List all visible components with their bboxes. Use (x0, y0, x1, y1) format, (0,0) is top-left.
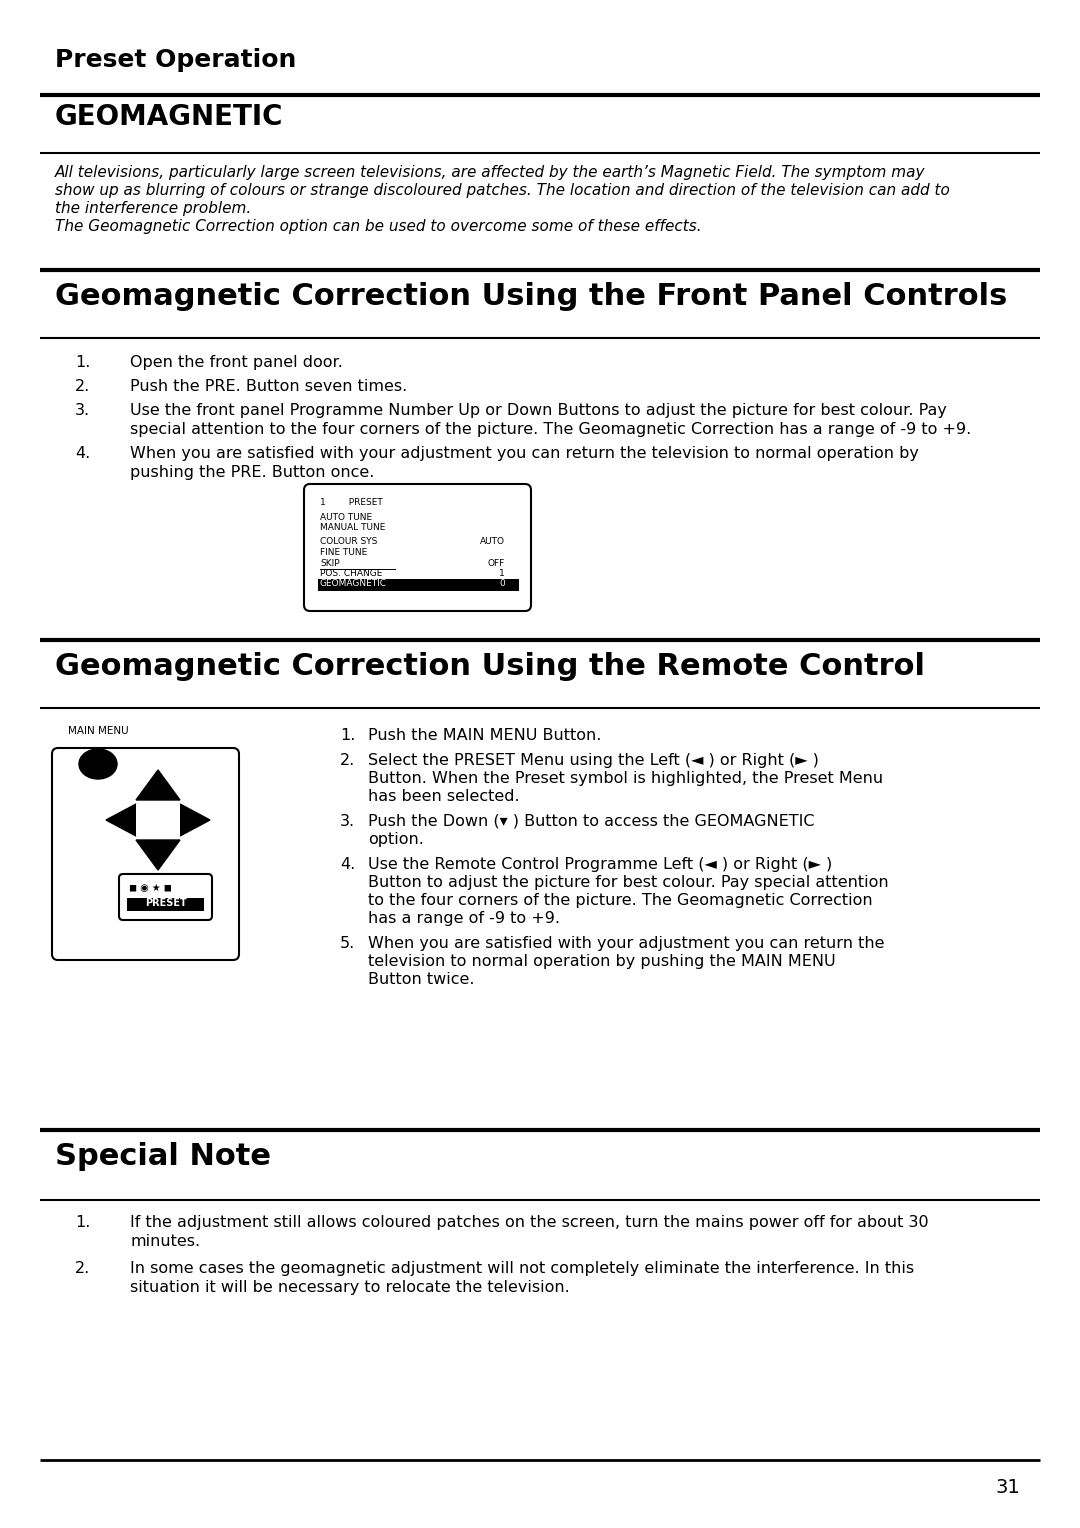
Text: AUTO TUNE: AUTO TUNE (320, 512, 373, 521)
Text: television to normal operation by pushing the MAIN MENU: television to normal operation by pushin… (368, 953, 836, 969)
Text: minutes.: minutes. (130, 1235, 200, 1248)
Text: 2.: 2. (340, 753, 355, 769)
Text: option.: option. (368, 833, 423, 847)
Text: GEOMAGNETIC: GEOMAGNETIC (320, 579, 387, 588)
Text: Button twice.: Button twice. (368, 972, 474, 987)
Text: Geomagnetic Correction Using the Front Panel Controls: Geomagnetic Correction Using the Front P… (55, 283, 1008, 312)
Polygon shape (180, 804, 210, 836)
Text: the interference problem.: the interference problem. (55, 202, 252, 215)
Text: Special Note: Special Note (55, 1141, 271, 1170)
Text: 1.: 1. (340, 727, 355, 743)
Text: Geomagnetic Correction Using the Remote Control: Geomagnetic Correction Using the Remote … (55, 652, 924, 681)
Text: All televisions, particularly large screen televisions, are affected by the eart: All televisions, particularly large scre… (55, 165, 926, 180)
Bar (318, 579, 519, 591)
Text: The Geomagnetic Correction option can be used to overcome some of these effects.: The Geomagnetic Correction option can be… (55, 219, 702, 234)
Text: Use the Remote Control Programme Left (◄ ) or Right (► ): Use the Remote Control Programme Left (◄… (368, 857, 833, 872)
Polygon shape (106, 804, 136, 836)
Text: 3.: 3. (340, 814, 355, 830)
Text: show up as blurring of colours or strange discoloured patches. The location and : show up as blurring of colours or strang… (55, 183, 950, 199)
Text: has been selected.: has been selected. (368, 788, 519, 804)
Text: has a range of -9 to +9.: has a range of -9 to +9. (368, 911, 561, 926)
Text: If the adjustment still allows coloured patches on the screen, turn the mains po: If the adjustment still allows coloured … (130, 1215, 929, 1230)
Text: PRESET: PRESET (145, 898, 187, 908)
Text: 4.: 4. (75, 446, 91, 461)
Text: ◼ ◉ ★ ◼: ◼ ◉ ★ ◼ (129, 883, 172, 892)
Text: POS. CHANGE: POS. CHANGE (320, 568, 382, 578)
Text: Push the PRE. Button seven times.: Push the PRE. Button seven times. (130, 379, 407, 394)
Text: 1: 1 (499, 568, 505, 578)
Polygon shape (136, 840, 180, 869)
Text: 1        PRESET: 1 PRESET (320, 498, 382, 507)
Text: Preset Operation: Preset Operation (55, 47, 296, 72)
Text: Use the front panel Programme Number Up or Down Buttons to adjust the picture fo: Use the front panel Programme Number Up … (130, 403, 947, 419)
Text: Open the front panel door.: Open the front panel door. (130, 354, 342, 370)
Text: When you are satisfied with your adjustment you can return the television to nor: When you are satisfied with your adjustm… (130, 446, 919, 461)
Text: GEOMAGNETIC: GEOMAGNETIC (55, 102, 283, 131)
Text: to the four corners of the picture. The Geomagnetic Correction: to the four corners of the picture. The … (368, 892, 873, 908)
Text: 5.: 5. (340, 937, 355, 950)
Polygon shape (136, 770, 180, 801)
Text: 4.: 4. (340, 857, 355, 872)
Text: FINE TUNE: FINE TUNE (320, 549, 367, 558)
Text: 2.: 2. (75, 1261, 91, 1276)
Text: 1.: 1. (75, 1215, 91, 1230)
Bar (127, 898, 204, 911)
Text: When you are satisfied with your adjustment you can return the: When you are satisfied with your adjustm… (368, 937, 885, 950)
Text: Button. When the Preset symbol is highlighted, the Preset Menu: Button. When the Preset symbol is highli… (368, 772, 883, 785)
Text: 1.: 1. (75, 354, 91, 370)
Text: Button to adjust the picture for best colour. Pay special attention: Button to adjust the picture for best co… (368, 876, 889, 889)
Ellipse shape (79, 749, 117, 779)
Text: pushing the PRE. Button once.: pushing the PRE. Button once. (130, 465, 375, 480)
Bar (136, 804, 180, 836)
Text: 3.: 3. (75, 403, 90, 419)
FancyBboxPatch shape (303, 484, 531, 611)
FancyBboxPatch shape (119, 874, 212, 920)
Text: Select the PRESET Menu using the Left (◄ ) or Right (► ): Select the PRESET Menu using the Left (◄… (368, 753, 819, 769)
Text: 0: 0 (499, 579, 505, 588)
Text: SKIP: SKIP (320, 559, 339, 567)
Text: COLOUR SYS: COLOUR SYS (320, 538, 377, 547)
Text: situation it will be necessary to relocate the television.: situation it will be necessary to reloca… (130, 1280, 570, 1296)
Text: 2.: 2. (75, 379, 91, 394)
Text: Push the Down (▾ ) Button to access the GEOMAGNETIC: Push the Down (▾ ) Button to access the … (368, 814, 814, 830)
Text: MANUAL TUNE: MANUAL TUNE (320, 523, 386, 532)
Text: In some cases the geomagnetic adjustment will not completely eliminate the inter: In some cases the geomagnetic adjustment… (130, 1261, 914, 1276)
Text: 31: 31 (996, 1478, 1020, 1497)
Text: special attention to the four corners of the picture. The Geomagnetic Correction: special attention to the four corners of… (130, 422, 971, 437)
Text: OFF: OFF (488, 559, 505, 567)
Text: MAIN MENU: MAIN MENU (68, 726, 129, 736)
Text: Push the MAIN MENU Button.: Push the MAIN MENU Button. (368, 727, 602, 743)
Text: AUTO: AUTO (480, 538, 505, 547)
